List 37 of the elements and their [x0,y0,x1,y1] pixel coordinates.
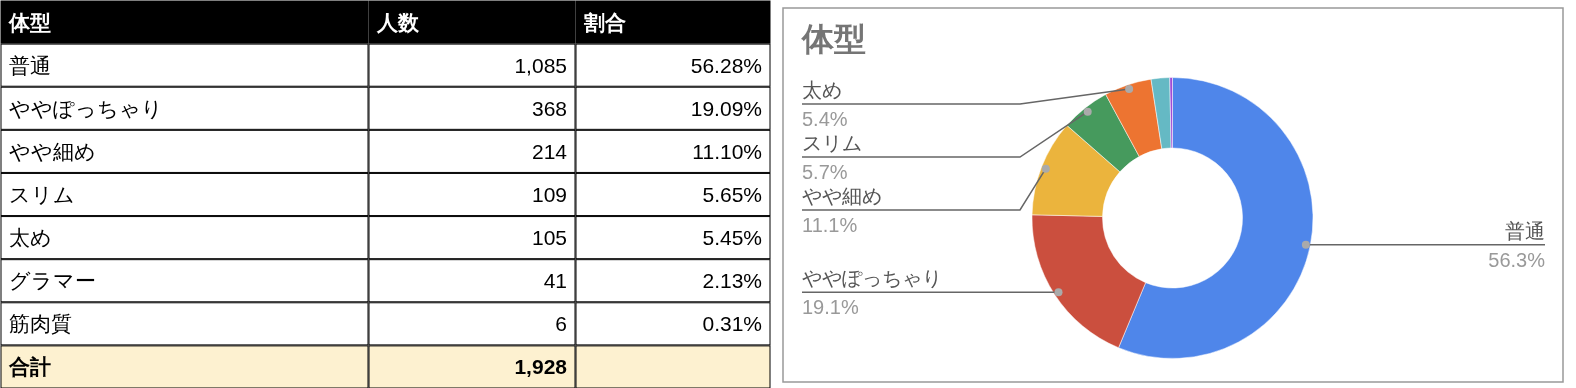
text: 合計 [8,355,51,379]
text: 6 [555,312,567,336]
text: 筋肉質 [9,312,72,336]
text: 普通 [9,53,51,77]
data-label: 56.3% [1488,248,1546,271]
text: 太め [9,226,52,250]
chart-title: 体型 [801,21,866,57]
text: ややぽっちゃり [9,96,163,120]
text: グラマー [9,269,96,293]
slice-label: ややぽっちゃり [802,267,942,290]
text: 109 [531,183,567,206]
text: 割合 [583,10,626,34]
text: 368 [531,96,567,120]
data-label: 5.4% [802,108,848,130]
text: 1,928 [514,355,568,379]
slice-label: 太め [802,79,842,101]
text: 体型 [8,10,51,34]
text: 0.31% [702,312,762,336]
text: やや細め [9,139,96,163]
text: 11.10% [692,139,762,163]
data-label: 11.1% [802,214,858,236]
text: 5.65% [702,183,762,206]
slice-label: やや細め [802,185,882,207]
text: 41 [543,269,567,293]
text: 19.09% [690,96,762,120]
text: 2.13% [702,269,762,293]
text: 56.28% [690,53,762,77]
slice-label: 普通 [1505,219,1545,242]
text: 105 [531,226,567,250]
text: 214 [531,139,568,163]
text: 人数 [376,10,420,34]
data-label: 19.1% [802,296,859,319]
text: 1,085 [514,53,567,77]
slice-label: スリム [802,132,862,154]
text: 5.45% [702,226,762,250]
text: スリム [9,183,75,206]
data-label: 5.7% [802,161,848,183]
